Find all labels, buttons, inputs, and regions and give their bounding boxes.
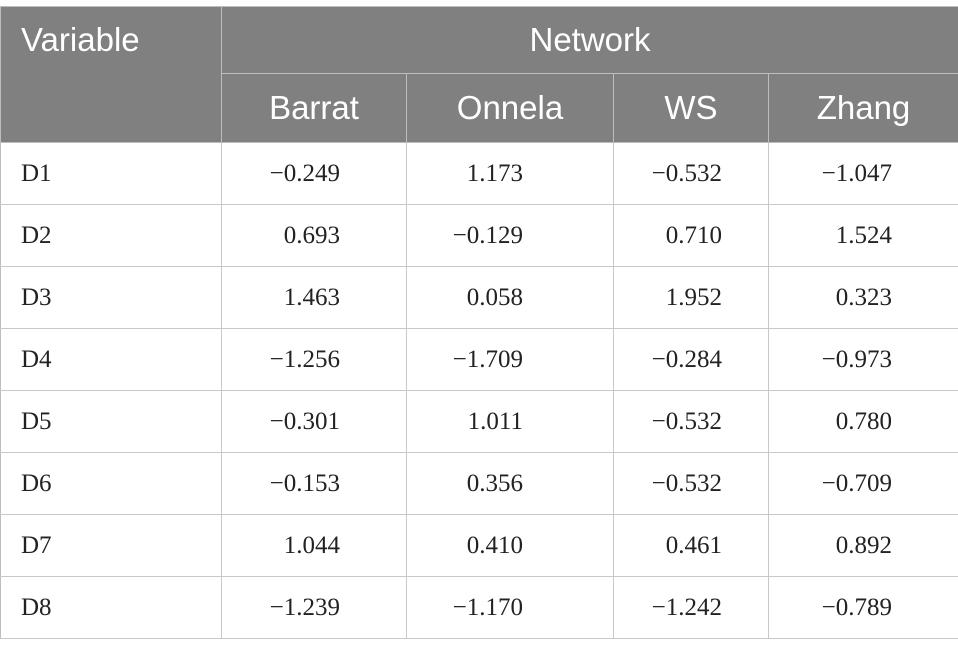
row-label: D6 [0, 452, 222, 515]
table-row: D6 −0.153 0.356 −0.532 −0.709 [0, 452, 958, 515]
cell-barrat: −0.153 [221, 452, 407, 515]
cell-onnela: 0.058 [406, 266, 614, 329]
table-body: D1 −0.249 1.173 −0.532 −1.047 D2 0.693 −… [0, 142, 958, 639]
table-row: D2 0.693 −0.129 0.710 1.524 [0, 204, 958, 267]
cell-ws: −0.532 [613, 452, 769, 515]
table-row: D7 1.044 0.410 0.461 0.892 [0, 514, 958, 577]
cell-ws: −0.284 [613, 328, 769, 391]
cell-onnela: 1.011 [406, 390, 614, 453]
cell-zhang: 0.892 [767, 514, 958, 577]
table-row: D8 −1.239 −1.170 −1.242 −0.789 [0, 576, 958, 639]
cell-barrat: −1.239 [221, 576, 407, 639]
row-label: D2 [0, 204, 222, 267]
cell-ws: 1.952 [613, 266, 769, 329]
cell-onnela: −1.170 [406, 576, 614, 639]
cell-ws: 0.710 [613, 204, 769, 267]
cell-zhang: −0.789 [767, 576, 958, 639]
cell-zhang: −1.047 [767, 142, 958, 205]
column-header-onnela: Onnela [406, 73, 614, 143]
cell-zhang: −0.709 [767, 452, 958, 515]
cell-ws: 0.461 [613, 514, 769, 577]
cell-zhang: −0.973 [767, 328, 958, 391]
table-row: D3 1.463 0.058 1.952 0.323 [0, 266, 958, 329]
cell-zhang: 1.524 [767, 204, 958, 267]
cell-onnela: −1.709 [406, 328, 614, 391]
column-header-zhang: Zhang [767, 73, 958, 143]
network-variable-table: Variable Network Barrat Onnela WS Zhang … [0, 6, 958, 639]
cell-ws: −0.532 [613, 390, 769, 453]
table-row: D5 −0.301 1.011 −0.532 0.780 [0, 390, 958, 453]
cell-barrat: 1.463 [221, 266, 407, 329]
cell-barrat: −1.256 [221, 328, 407, 391]
cell-onnela: 1.173 [406, 142, 614, 205]
column-header-ws: WS [613, 73, 769, 143]
cell-zhang: 0.780 [767, 390, 958, 453]
cell-ws: −0.532 [613, 142, 769, 205]
cell-zhang: 0.323 [767, 266, 958, 329]
cell-ws: −1.242 [613, 576, 769, 639]
cell-onnela: 0.410 [406, 514, 614, 577]
network-group-header: Network [220, 6, 958, 74]
cell-barrat: −0.249 [221, 142, 407, 205]
column-header-barrat: Barrat [221, 73, 407, 143]
cell-barrat: 1.044 [221, 514, 407, 577]
row-label: D7 [0, 514, 222, 577]
table-row: D1 −0.249 1.173 −0.532 −1.047 [0, 142, 958, 205]
row-label: D3 [0, 266, 222, 329]
cell-onnela: 0.356 [406, 452, 614, 515]
row-label: D1 [0, 142, 222, 205]
header-row-1: Variable Network [0, 6, 958, 143]
table-row: D4 −1.256 −1.709 −0.284 −0.973 [0, 328, 958, 391]
table-header: Variable Network Barrat Onnela WS Zhang [0, 6, 958, 143]
cell-onnela: −0.129 [406, 204, 614, 267]
row-label: D4 [0, 328, 222, 391]
cell-barrat: −0.301 [221, 390, 407, 453]
variable-column-header: Variable [0, 6, 222, 143]
row-label: D8 [0, 576, 222, 639]
cell-barrat: 0.693 [221, 204, 407, 267]
row-label: D5 [0, 390, 222, 453]
header-row-2: Barrat Onnela WS Zhang [1, 73, 958, 143]
